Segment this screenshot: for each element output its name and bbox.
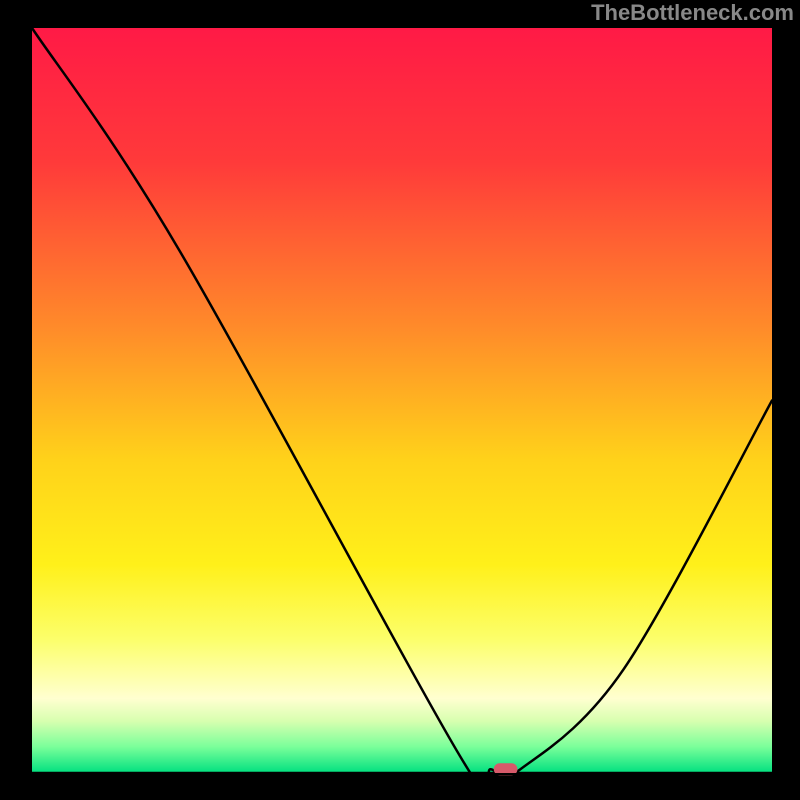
watermark-label: TheBottleneck.com: [591, 0, 794, 26]
plot-background: [32, 28, 772, 773]
bottleneck-chart: [0, 0, 800, 800]
chart-frame: TheBottleneck.com: [0, 0, 800, 800]
